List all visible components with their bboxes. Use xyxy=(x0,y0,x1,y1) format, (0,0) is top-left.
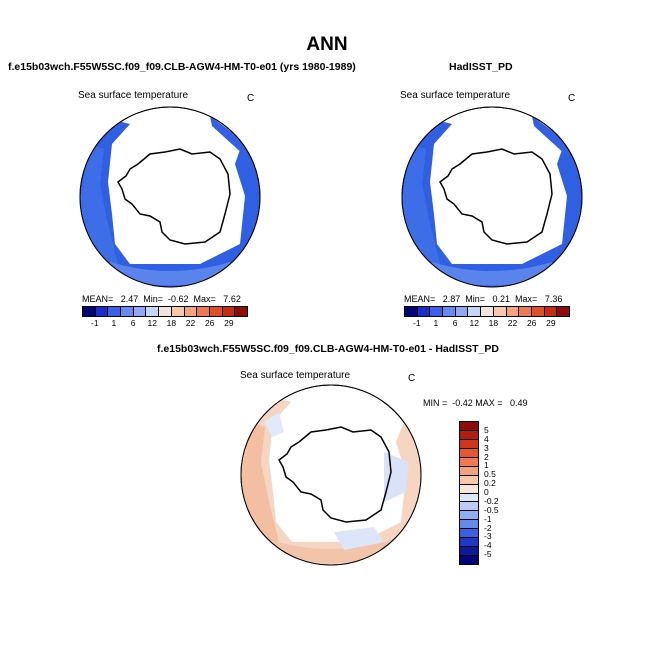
diff-colorbar-tick-label: -0.2 xyxy=(484,495,499,506)
model-colorbar-swatch xyxy=(159,307,172,316)
obs-colorbar-tick-label: 26 xyxy=(526,318,537,328)
diff-colorbar-tick-label: -2 xyxy=(484,522,492,533)
diff-colorbar-tick-label: -1 xyxy=(484,513,492,524)
diff-colorbar-swatch xyxy=(460,538,478,548)
diff-colorbar-tick-label: -3 xyxy=(484,531,492,542)
diff-antarctica-outline xyxy=(278,426,392,523)
obs-colorbar-tick-label: 29 xyxy=(546,318,556,328)
diff-colorbar-tick-label: -4 xyxy=(484,540,492,551)
model-colorbar-swatch xyxy=(197,307,210,316)
model-colorbar-swatch xyxy=(121,307,134,316)
model-colorbar-tick-label: 18 xyxy=(166,318,177,328)
diff-colorbar-swatch xyxy=(460,502,478,512)
obs-colorbar-tick-label: 1 xyxy=(433,318,439,328)
obs-colorbar-swatch xyxy=(557,307,569,316)
obs-stats: MEAN= 2.87 Min= 0.21 Max= 7.36 xyxy=(404,294,563,304)
model-colorbar-swatch xyxy=(171,307,185,316)
obs-colorbar-tick-label: 18 xyxy=(488,318,499,328)
model-stats: MEAN= 2.47 Min= -0.62 Max= 7.62 xyxy=(82,294,241,304)
model-colorbar-tick-label: 6 xyxy=(130,318,136,328)
diff-colorbar-swatch xyxy=(460,439,478,449)
obs-colorbar-swatch xyxy=(405,307,418,316)
obs-colorbar-swatch xyxy=(506,307,520,316)
model-sst-map xyxy=(79,106,261,288)
model-map-title: Sea surface temperature xyxy=(78,90,189,101)
diff-colorbar-swatch xyxy=(460,520,478,530)
diff-colorbar-swatch xyxy=(460,547,478,557)
obs-map-title: Sea surface temperature xyxy=(400,90,511,101)
diff-colorbar-swatch xyxy=(460,529,478,539)
model-case-title: f.e15b03wch.F55W5SC.f09_f09.CLB-AGW4-HM-… xyxy=(8,61,356,73)
diff-colorbar-swatch xyxy=(460,457,478,467)
obs-colorbar-tick-label: 22 xyxy=(507,318,518,328)
diff-colorbar-tick-label: 4 xyxy=(484,433,489,444)
diff-colorbar-swatch xyxy=(460,466,478,476)
obs-colorbar-swatch xyxy=(468,307,482,316)
model-colorbar-swatch xyxy=(108,307,122,316)
model-colorbar-swatch xyxy=(222,307,236,316)
obs-colorbar-swatch xyxy=(443,307,456,316)
diff-case-title: f.e15b03wch.F55W5SC.f09_f09.CLB-AGW4-HM-… xyxy=(157,343,499,355)
obs-colorbar-swatch xyxy=(493,307,507,316)
obs-colorbar-tick-label: 6 xyxy=(452,318,458,328)
model-colorbar-swatch xyxy=(209,307,223,316)
diff-map-title: Sea surface temperature xyxy=(240,370,351,381)
model-colorbar-swatch xyxy=(83,307,96,316)
obs-colorbar-swatch xyxy=(531,307,545,316)
model-map-units: C xyxy=(247,93,255,104)
model-colorbar: -1 1 6 12 18 22 26 29 xyxy=(82,306,248,330)
diff-colorbar-swatch xyxy=(460,511,478,521)
diff-colorbar-tick-label: 0 xyxy=(484,487,489,497)
diff-colorbar-swatch xyxy=(460,448,478,458)
diff-colorbar-tick-label: -5 xyxy=(484,549,492,560)
obs-sst-map xyxy=(401,106,583,288)
model-colorbar-swatch xyxy=(133,307,147,316)
obs-colorbar-swatch xyxy=(430,307,444,316)
model-colorbar-tick-label: 1 xyxy=(111,318,117,328)
model-colorbar-tick-label: 22 xyxy=(185,318,196,328)
model-colorbar-swatch xyxy=(146,307,160,316)
model-colorbar-swatch xyxy=(184,307,198,316)
obs-colorbar: -1 1 6 12 18 22 26 29 xyxy=(404,306,570,330)
diff-colorbar-tick-label: 5 xyxy=(484,424,489,435)
model-colorbar-tick-label: 26 xyxy=(204,318,215,328)
diff-colorbar-swatch xyxy=(460,484,478,494)
diff-colorbar-swatch xyxy=(460,493,478,503)
diff-colorbar-tick-label: -0.5 xyxy=(484,504,499,515)
diff-colorbar-swatch xyxy=(460,556,478,564)
diff-colorbar-labels: 5 4 3 2 1 0.5 0.2 0 -0.2 -0.5 -1 -2 -3 -4 -5 xyxy=(484,421,524,563)
model-colorbar-swatch xyxy=(95,307,109,316)
obs-colorbar-swatch xyxy=(481,307,494,316)
diff-colorbar-tick-label: 0.2 xyxy=(484,478,496,489)
diff-colorbar-tick-label: 1 xyxy=(484,460,489,471)
obs-colorbar-tick-label: 12 xyxy=(469,318,479,328)
model-antarctica-outline xyxy=(117,148,231,245)
obs-colorbar-swatch xyxy=(544,307,558,316)
obs-case-title: HadISST_PD xyxy=(449,61,513,73)
diff-colorbar-tick-label: 0.5 xyxy=(484,469,496,480)
diff-colorbar-swatch xyxy=(460,475,478,485)
obs-antarctica-outline xyxy=(439,148,553,245)
model-colorbar-swatch xyxy=(235,307,247,316)
diff-colorbar-tick-label: 3 xyxy=(484,442,489,453)
diff-stats: MIN = -0.42 MAX = 0.49 xyxy=(423,398,528,408)
model-colorbar-tick-label: -1 xyxy=(90,318,99,328)
diff-map-units: C xyxy=(408,373,416,384)
diff-colorbar-swatch xyxy=(460,430,478,440)
obs-colorbar-swatch xyxy=(417,307,431,316)
diff-colorbar-tick-label: 2 xyxy=(484,451,489,462)
diff-colorbar xyxy=(459,421,479,565)
obs-colorbar-tick-label: -1 xyxy=(412,318,421,328)
figure-title: ANN xyxy=(306,34,348,55)
obs-colorbar-swatch xyxy=(519,307,532,316)
obs-colorbar-swatch xyxy=(455,307,469,316)
diff-sst-map xyxy=(240,384,422,566)
diff-colorbar-swatch xyxy=(460,422,478,431)
obs-map-units: C xyxy=(568,93,576,104)
model-colorbar-tick-label: 29 xyxy=(224,318,234,328)
model-colorbar-tick-label: 12 xyxy=(147,318,157,328)
